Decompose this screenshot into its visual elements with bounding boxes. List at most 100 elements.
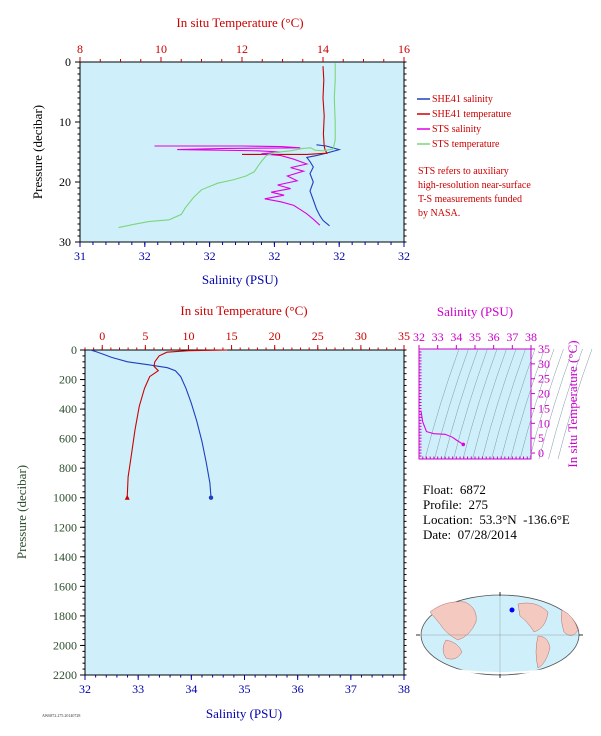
top-plot-area bbox=[79, 61, 405, 243]
ts-temp-tick-label: 25 bbox=[538, 372, 550, 386]
bottom-sal-tick-label: 33 bbox=[132, 682, 144, 696]
bottom-sal-end-marker bbox=[208, 495, 214, 500]
bottom-sal-tick-label: 37 bbox=[345, 682, 357, 696]
bottom-temp-tick-label: 30 bbox=[355, 329, 367, 343]
bottom-ticks: 0 5 10 15 20 25 30 35 32 33 34 35 36 37 38 0 200 400 600 80… bbox=[53, 329, 410, 696]
ts-density-contour bbox=[500, 348, 536, 460]
bottom-series-temperature bbox=[126, 349, 228, 498]
top-sal-tick-label: 32 bbox=[398, 249, 410, 263]
legend: SHE41 salinity SHE41 temperature STS sal… bbox=[417, 94, 531, 219]
map-land-south-america bbox=[535, 635, 551, 669]
ts-density-contour bbox=[453, 348, 488, 460]
ts-sal-tick-label: 34 bbox=[450, 330, 462, 344]
map-land-europe-africa bbox=[561, 609, 579, 636]
ts-plot-area bbox=[418, 348, 532, 460]
top-temp-tick-label: 14 bbox=[317, 42, 329, 56]
bottom-temp-tick-label: 5 bbox=[142, 329, 148, 343]
top-sal-tick-label: 31 bbox=[74, 249, 86, 263]
float-number: Float: 6872 bbox=[423, 482, 486, 497]
bottom-sal-tick-label: 34 bbox=[185, 682, 197, 696]
bottom-pressure-tick-label: 2200 bbox=[53, 668, 77, 682]
ts-density-contour bbox=[538, 348, 574, 460]
ts-temp-tick-label: 15 bbox=[538, 401, 550, 415]
ts-density-contour bbox=[548, 348, 583, 460]
float-info: Float: 6872 Profile: 275 Location: 53.3°… bbox=[423, 482, 570, 542]
top-temp-tick-label: 8 bbox=[77, 42, 83, 56]
bottom-temp-tick-label: 15 bbox=[226, 329, 238, 343]
ts-temp-tick-label: 30 bbox=[538, 357, 550, 371]
bottom-plot-area bbox=[84, 349, 405, 676]
ts-density-contour bbox=[462, 348, 498, 460]
ts-density-contour bbox=[481, 348, 517, 460]
ts-density-contour bbox=[491, 348, 526, 460]
bottom-pressure-tick-label: 2000 bbox=[53, 638, 77, 652]
ts-series-profile bbox=[420, 410, 464, 445]
note-line-1: STS refers to auxiliary bbox=[418, 166, 509, 177]
ts-temp-tick-label: 10 bbox=[538, 416, 550, 430]
float-location: Location: 53.3°N -136.6°E bbox=[423, 512, 570, 527]
top-series-she41-salinity bbox=[305, 144, 342, 227]
ts-density-contour bbox=[557, 348, 593, 460]
top-sal-axis-label: Salinity (PSU) bbox=[202, 272, 278, 287]
legend-label-sts-temperature: STS temperature bbox=[432, 139, 500, 150]
top-sal-tick-label: 32 bbox=[268, 249, 280, 263]
world-map bbox=[416, 592, 583, 678]
ts-end-marker bbox=[461, 442, 466, 447]
bottom-sal-axis-label: Salinity (PSU) bbox=[206, 706, 282, 721]
bottom-sal-tick-label: 32 bbox=[79, 682, 91, 696]
ts-density-contour bbox=[529, 348, 564, 460]
note-line-2: high-resolution near-surface bbox=[418, 180, 531, 191]
top-pressure-tick-label: 30 bbox=[59, 235, 71, 249]
footer-id: AW6872.275.20140728 bbox=[42, 713, 80, 718]
ts-density-contour bbox=[510, 348, 545, 460]
top-temp-tick-label: 16 bbox=[398, 42, 410, 56]
top-sal-tick-label: 32 bbox=[139, 249, 151, 263]
bottom-temp-tick-label: 35 bbox=[398, 329, 410, 343]
ts-sal-tick-label: 36 bbox=[488, 330, 500, 344]
ts-temp-tick-label: 20 bbox=[538, 387, 550, 401]
top-ticks: 8 10 12 14 16 31 32 32 32 32 32 0 10 20 30 bbox=[59, 42, 410, 263]
ts-density-contour bbox=[472, 348, 507, 460]
ts-density-contour bbox=[434, 348, 469, 460]
bottom-pressure-tick-label: 1200 bbox=[53, 520, 77, 534]
legend-label-sts-salinity: STS salinity bbox=[432, 124, 481, 135]
profile-number: Profile: 275 bbox=[423, 497, 488, 512]
float-location-marker bbox=[509, 607, 515, 613]
ts-sal-tick-label: 37 bbox=[506, 330, 518, 344]
legend-label-she41-salinity: SHE41 salinity bbox=[432, 94, 493, 105]
bottom-temp-tick-label: 25 bbox=[312, 329, 324, 343]
bottom-sal-tick-label: 35 bbox=[239, 682, 251, 696]
bottom-temp-axis-label: In situ Temperature (°C) bbox=[180, 303, 307, 318]
profile-date: Date: 07/28/2014 bbox=[423, 527, 517, 542]
bottom-sal-tick-label: 38 bbox=[398, 682, 410, 696]
bottom-pressure-tick-label: 1000 bbox=[53, 491, 77, 505]
top-series-sts-salinity bbox=[154, 145, 321, 226]
ts-temp-tick-label: 35 bbox=[538, 342, 550, 356]
ts-series bbox=[420, 410, 466, 447]
top-chart: 8 10 12 14 16 31 32 32 32 32 32 0 10 20 30 In situ Tem… bbox=[30, 15, 410, 287]
bottom-temp-tick-label: 0 bbox=[99, 329, 105, 343]
map-land-asia bbox=[429, 601, 477, 641]
top-pressure-axis-label: Pressure (decibar) bbox=[30, 105, 45, 199]
bottom-pressure-tick-label: 400 bbox=[59, 402, 77, 416]
top-pressure-tick-label: 0 bbox=[65, 55, 71, 69]
top-temp-tick-label: 12 bbox=[236, 42, 248, 56]
note-line-4: by NASA. bbox=[418, 208, 460, 219]
map-land-australia bbox=[442, 639, 463, 660]
top-series-she41-temperature bbox=[242, 66, 328, 155]
ts-temp-tick-label: 5 bbox=[538, 431, 544, 445]
note-line-3: T-S measurements funded bbox=[418, 194, 522, 205]
bottom-series bbox=[90, 349, 228, 500]
top-pressure-tick-label: 10 bbox=[59, 115, 71, 129]
bottom-temp-tick-label: 10 bbox=[182, 329, 194, 343]
ts-sal-tick-label: 32 bbox=[413, 330, 425, 344]
top-series bbox=[118, 63, 342, 229]
top-sal-tick-label: 32 bbox=[333, 249, 345, 263]
bottom-pressure-tick-label: 200 bbox=[59, 373, 77, 387]
bottom-pressure-tick-label: 0 bbox=[71, 343, 77, 357]
bottom-pressure-tick-label: 600 bbox=[59, 432, 77, 446]
bottom-sal-tick-label: 36 bbox=[292, 682, 304, 696]
top-temp-axis-label: In situ Temperature (°C) bbox=[176, 15, 303, 30]
